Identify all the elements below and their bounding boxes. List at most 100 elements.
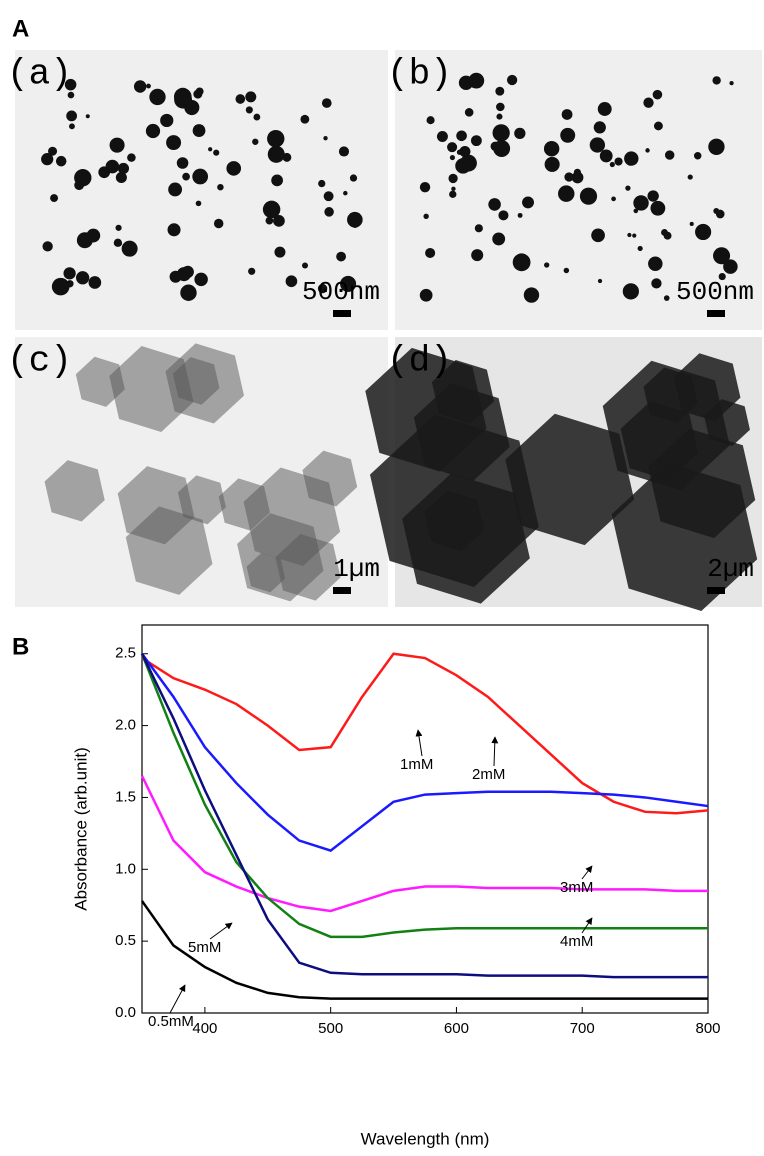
particle — [274, 246, 286, 258]
particle — [695, 223, 712, 241]
particle — [195, 200, 202, 207]
particle — [627, 232, 632, 238]
particle — [543, 141, 560, 157]
particle — [169, 270, 182, 283]
particle — [285, 275, 298, 288]
particle — [267, 129, 285, 148]
flake — [75, 356, 125, 407]
flake — [620, 401, 699, 481]
label-arrow — [415, 729, 423, 757]
particle — [723, 259, 738, 274]
particle — [273, 214, 285, 227]
particle — [624, 151, 639, 166]
series-label: 5mM — [188, 939, 221, 956]
particle — [166, 135, 182, 151]
particle — [459, 146, 471, 158]
particle — [466, 155, 475, 164]
particle — [498, 210, 509, 221]
particle — [48, 146, 58, 156]
particle — [633, 208, 639, 214]
image-label: (c) — [7, 341, 72, 382]
particle — [456, 130, 467, 142]
particle — [245, 106, 253, 114]
particle — [493, 140, 511, 157]
x-tick-label: 700 — [570, 1020, 595, 1037]
flake — [44, 460, 105, 522]
flake — [431, 359, 495, 424]
particle — [689, 221, 694, 227]
particle — [182, 172, 190, 181]
particle — [599, 149, 613, 163]
particle — [336, 251, 346, 262]
scale-label: 500nm — [302, 277, 380, 307]
series-label: 1mM — [400, 756, 433, 773]
label-arrow — [169, 984, 186, 1014]
particle — [50, 194, 59, 203]
particle — [184, 99, 200, 116]
particle — [729, 80, 734, 86]
particle — [149, 88, 166, 106]
particle — [127, 153, 136, 162]
particle — [41, 153, 54, 166]
tem-particles — [44, 343, 358, 602]
particle — [633, 195, 649, 211]
label-arrow — [209, 922, 233, 940]
label-arrow — [581, 917, 593, 934]
series-line — [140, 653, 709, 853]
particle — [593, 121, 606, 134]
particle — [419, 288, 433, 302]
particle — [458, 75, 474, 91]
particle — [643, 97, 654, 108]
particle — [561, 109, 573, 120]
particle — [301, 262, 309, 269]
particle — [64, 78, 77, 91]
panel-label: A — [12, 15, 29, 42]
particle — [597, 278, 603, 284]
particle — [248, 267, 256, 275]
image-label: (a) — [7, 54, 72, 95]
particle — [451, 186, 456, 192]
x-axis-title: Wavelength (nm) — [361, 1129, 490, 1148]
particle — [579, 187, 598, 205]
particle — [76, 271, 90, 285]
particle — [514, 127, 526, 140]
particle — [74, 180, 85, 191]
particle — [145, 123, 161, 139]
particle — [343, 190, 348, 196]
particle — [168, 182, 183, 197]
flake — [172, 357, 220, 405]
particle — [522, 196, 534, 209]
x-tick-label: 800 — [695, 1020, 720, 1037]
particle — [66, 110, 78, 122]
particle — [262, 200, 281, 219]
y-tick-label: 1.5 — [115, 788, 136, 805]
particle — [112, 163, 118, 169]
flake — [125, 506, 213, 595]
particle — [300, 114, 310, 124]
particle — [571, 171, 584, 184]
tem-particles — [419, 72, 738, 303]
particle — [194, 272, 208, 287]
particle — [560, 127, 576, 143]
series-label: 3mM — [560, 879, 593, 896]
particle — [449, 190, 457, 198]
particle — [564, 172, 574, 182]
particle — [713, 208, 720, 215]
particle — [464, 108, 474, 117]
image-label: (b) — [387, 54, 452, 95]
scale-bar — [333, 310, 351, 317]
particle — [517, 212, 523, 218]
particle — [318, 179, 326, 188]
x-tick-label: 400 — [192, 1020, 217, 1037]
particle — [324, 207, 334, 217]
scale-label: 2µm — [707, 554, 754, 584]
label-arrow — [581, 865, 593, 880]
particle — [69, 123, 75, 130]
label-arrow — [491, 736, 499, 767]
particle — [496, 102, 505, 112]
particle — [425, 247, 436, 258]
y-tick-label: 0.5 — [115, 932, 136, 949]
particle — [115, 171, 127, 184]
particle — [558, 185, 575, 202]
particle — [217, 183, 224, 191]
